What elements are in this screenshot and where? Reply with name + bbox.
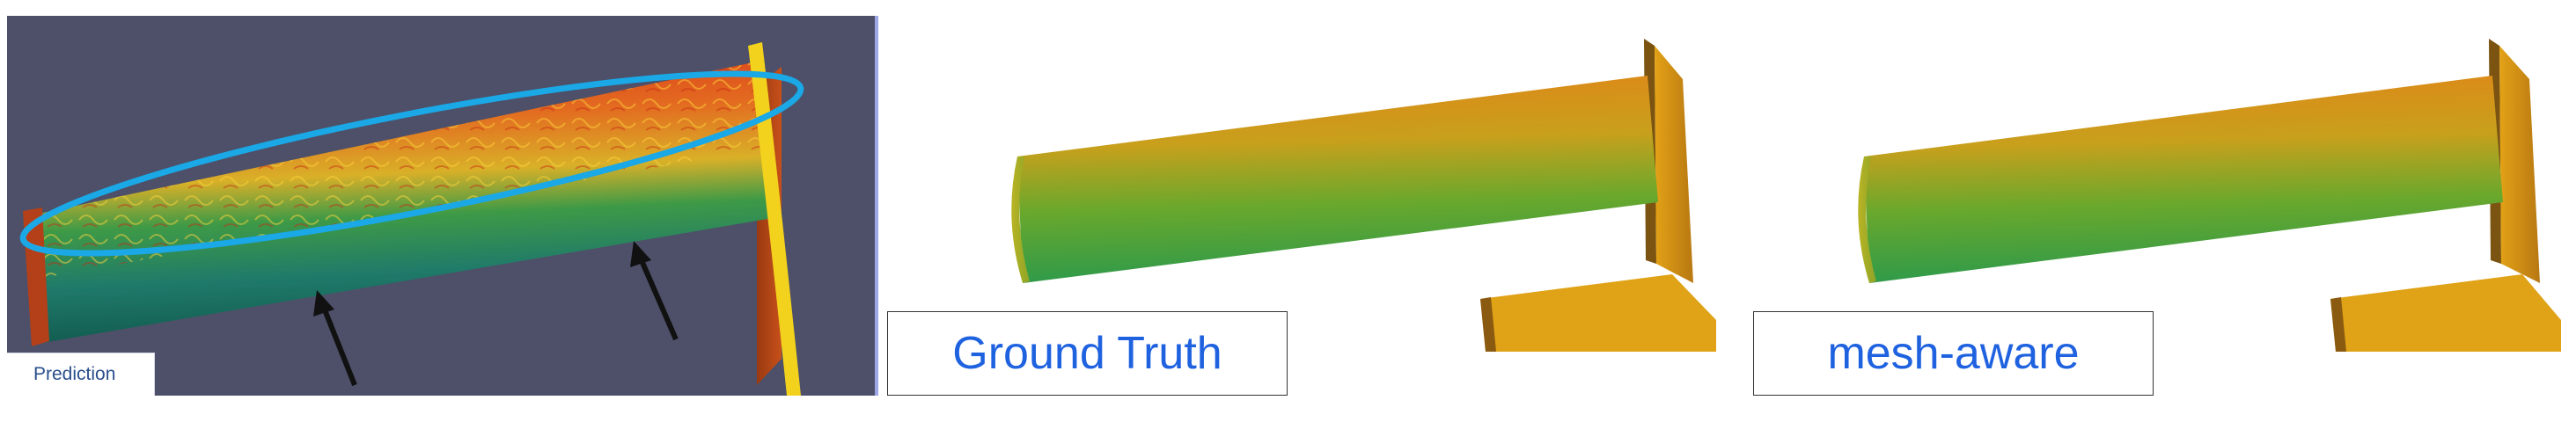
- arrow-right: [630, 241, 679, 341]
- wall-edge: [748, 42, 801, 396]
- mesh-aware-label: mesh-aware: [1827, 328, 2080, 379]
- ma-base-block: [2330, 274, 2561, 352]
- mesh-aware-label-box: mesh-aware: [1753, 311, 2154, 396]
- gt-base-block: [1480, 274, 1716, 352]
- ground-truth-label: Ground Truth: [952, 328, 1222, 379]
- tab-prediction-label: Prediction: [33, 364, 116, 384]
- ground-truth-label-box: Ground Truth: [887, 311, 1288, 396]
- ma-beam-end: [1858, 156, 1876, 283]
- tab-prediction[interactable]: Prediction: [7, 353, 155, 396]
- prediction-render: [19, 42, 804, 396]
- ground-truth-render: [880, 0, 1725, 422]
- gt-beam: [1017, 76, 1658, 283]
- gt-end-plate: [1655, 46, 1693, 283]
- highlight-ellipse: [19, 70, 804, 257]
- turbulence-texture: [26, 62, 766, 280]
- viewport-divider[interactable]: [875, 16, 878, 396]
- mesh-aware-render: [1734, 0, 2576, 422]
- ma-beam: [1864, 76, 2503, 283]
- gt-beam-end: [1011, 156, 1030, 283]
- arrow-left: [313, 290, 357, 387]
- ma-end-plate: [2499, 46, 2540, 283]
- prediction-viewport[interactable]: [7, 16, 875, 396]
